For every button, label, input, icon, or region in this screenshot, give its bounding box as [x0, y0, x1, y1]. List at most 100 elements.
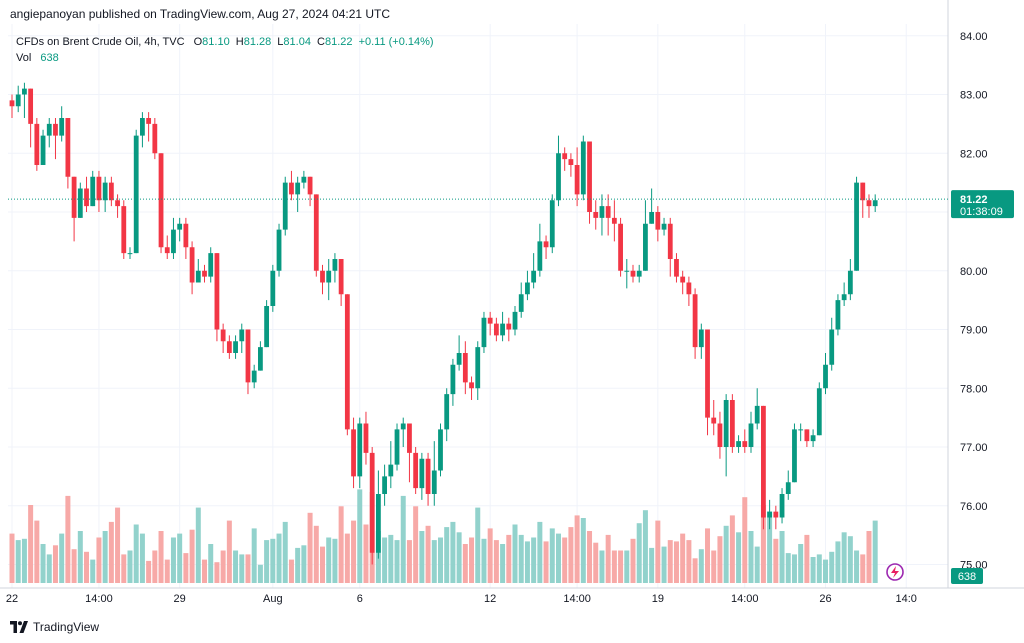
candle[interactable]	[90, 170, 96, 207]
volume-bar[interactable]	[475, 507, 481, 583]
candle[interactable]	[618, 217, 623, 277]
candle[interactable]	[531, 253, 537, 289]
candle[interactable]	[605, 194, 611, 236]
candle[interactable]	[220, 323, 226, 353]
candle[interactable]	[611, 200, 617, 242]
candle[interactable]	[152, 118, 158, 160]
volume-bar[interactable]	[791, 554, 797, 583]
candle[interactable]	[643, 200, 648, 271]
volume-bar[interactable]	[195, 507, 201, 583]
candle[interactable]	[251, 364, 257, 389]
volume-bar[interactable]	[816, 554, 822, 583]
candle[interactable]	[574, 147, 580, 207]
volume-bar[interactable]	[295, 547, 301, 583]
volume-bar[interactable]	[96, 537, 102, 584]
volume-bar[interactable]	[624, 550, 630, 584]
candle[interactable]	[543, 235, 549, 260]
lightning-icon[interactable]	[886, 563, 904, 581]
candle[interactable]	[183, 217, 189, 259]
volume-bar[interactable]	[574, 515, 580, 583]
candle[interactable]	[736, 435, 741, 453]
candle[interactable]	[717, 411, 723, 459]
candle[interactable]	[792, 423, 797, 483]
candle[interactable]	[146, 112, 152, 142]
candle[interactable]	[655, 206, 661, 242]
volume-bar[interactable]	[686, 540, 692, 583]
candle[interactable]	[121, 200, 127, 259]
candle[interactable]	[500, 311, 505, 342]
volume-bar[interactable]	[34, 520, 40, 583]
volume-bar[interactable]	[773, 538, 779, 583]
candle[interactable]	[456, 335, 462, 371]
candle[interactable]	[9, 94, 15, 119]
volume-bar[interactable]	[804, 534, 810, 583]
volume-bar[interactable]	[226, 520, 232, 583]
candle[interactable]	[487, 311, 493, 336]
volume-bar[interactable]	[189, 529, 195, 583]
volume-bar[interactable]	[829, 551, 835, 583]
candle[interactable]	[823, 353, 828, 395]
volume-bar[interactable]	[394, 540, 400, 583]
volume-bar[interactable]	[729, 515, 735, 583]
candle[interactable]	[108, 176, 114, 207]
candle[interactable]	[767, 499, 773, 530]
volume-bar[interactable]	[46, 554, 52, 583]
volume-bar[interactable]	[810, 557, 816, 583]
volume-bar[interactable]	[705, 528, 711, 583]
volume-bar[interactable]	[698, 549, 704, 583]
volume-bar[interactable]	[431, 540, 437, 583]
candle[interactable]	[102, 176, 108, 212]
candle[interactable]	[338, 259, 344, 306]
volume-bar[interactable]	[214, 562, 220, 583]
candle[interactable]	[214, 253, 220, 342]
candle[interactable]	[40, 129, 46, 165]
volume-bar[interactable]	[332, 538, 338, 583]
volume-bar[interactable]	[28, 505, 34, 583]
volume-bar[interactable]	[65, 495, 71, 583]
candle[interactable]	[171, 217, 176, 259]
volume-bar[interactable]	[854, 550, 860, 584]
volume-bar[interactable]	[84, 551, 90, 583]
candle[interactable]	[444, 388, 450, 442]
candle[interactable]	[239, 323, 245, 353]
volume-bar[interactable]	[208, 544, 214, 583]
candle[interactable]	[562, 147, 568, 171]
volume-bar[interactable]	[642, 510, 648, 583]
candle[interactable]	[388, 441, 394, 489]
volume-bar[interactable]	[767, 511, 773, 584]
candle[interactable]	[195, 259, 201, 283]
candle[interactable]	[202, 264, 207, 283]
candle[interactable]	[779, 488, 785, 524]
volume-bar[interactable]	[847, 536, 853, 583]
volume-bar[interactable]	[487, 528, 493, 583]
candle[interactable]	[773, 505, 779, 530]
volume-bar[interactable]	[177, 533, 183, 583]
candle[interactable]	[667, 217, 673, 277]
tradingview-logo-icon[interactable]	[10, 621, 28, 633]
volume-bar[interactable]	[736, 532, 742, 583]
volume-bar[interactable]	[872, 520, 878, 583]
volume-bar[interactable]	[835, 541, 841, 583]
candle[interactable]	[431, 441, 437, 506]
volume-bar[interactable]	[320, 546, 325, 583]
candle[interactable]	[276, 223, 282, 277]
volume-bar[interactable]	[673, 541, 679, 583]
candle[interactable]	[866, 194, 872, 218]
candle[interactable]	[133, 129, 139, 254]
candle[interactable]	[723, 394, 729, 477]
candle[interactable]	[140, 112, 145, 148]
volume-bar[interactable]	[823, 559, 829, 583]
volume-bar[interactable]	[288, 559, 294, 583]
volume-bar[interactable]	[344, 533, 350, 583]
volume-bar[interactable]	[419, 531, 425, 583]
volume-bar[interactable]	[630, 538, 636, 583]
volume-bar[interactable]	[15, 540, 21, 583]
volume-bar[interactable]	[549, 528, 555, 583]
candle[interactable]	[636, 264, 642, 283]
volume-bar[interactable]	[779, 531, 785, 583]
volume-bar[interactable]	[866, 531, 872, 583]
volume-bar[interactable]	[202, 559, 208, 583]
volume-bar[interactable]	[338, 506, 344, 583]
candle[interactable]	[798, 423, 804, 442]
volume-bar[interactable]	[649, 547, 655, 583]
